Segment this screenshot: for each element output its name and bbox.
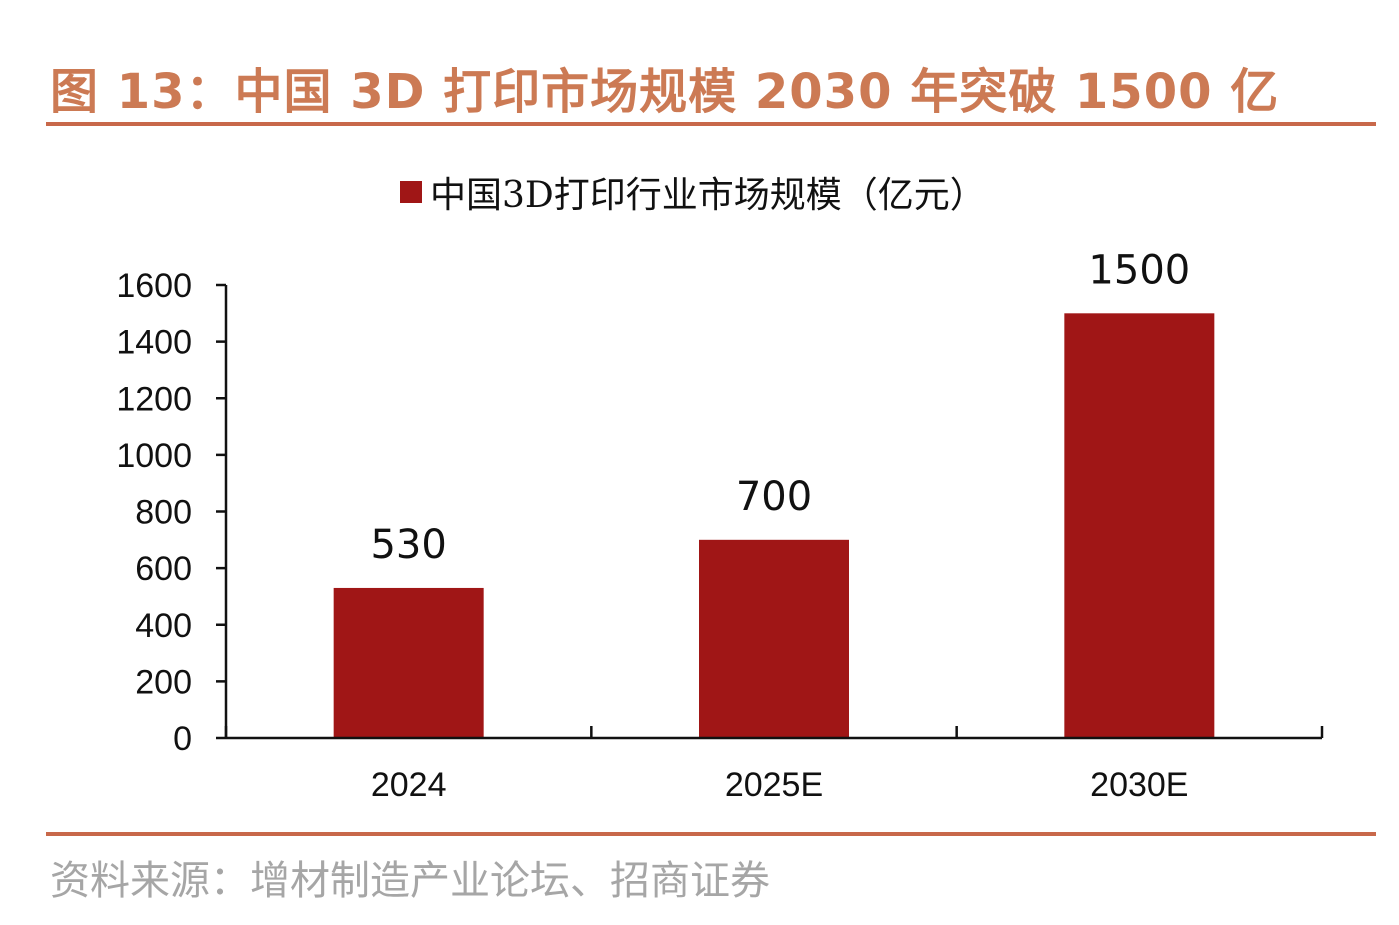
legend: 中国3D打印行业市场规模（亿元） <box>400 170 986 216</box>
bars <box>333 313 1215 738</box>
figure-title: 图 13：中国 3D 打印市场规模 2030 年突破 1500 亿 <box>50 64 1280 120</box>
bar-2025E <box>699 539 849 738</box>
y-tick-label: 1400 <box>116 324 192 362</box>
x-tick-label: 2024 <box>371 766 447 804</box>
y-tick-label: 1600 <box>116 267 192 305</box>
y-tick-label: 1000 <box>116 437 192 475</box>
y-tick-label: 600 <box>135 550 192 588</box>
legend-label: 中国3D打印行业市场规模（亿元） <box>430 175 986 216</box>
y-tick-label: 800 <box>135 494 192 532</box>
y-tick-label: 200 <box>135 663 192 701</box>
bar-2024 <box>333 587 484 738</box>
y-tick-label: 0 <box>173 720 192 758</box>
x-tick-label: 2030E <box>1090 766 1188 804</box>
y-axis-ticks: 0 200 400 600 800 1000 1200 1400 1600 <box>116 267 226 758</box>
title-underline <box>46 122 1376 126</box>
x-axis-ticks: 2024 2025E 2030E <box>224 726 1324 804</box>
y-tick-label: 1200 <box>116 380 192 418</box>
data-label-2024: 530 <box>370 522 446 568</box>
source-note: 资料来源：增材制造产业论坛、招商证券 <box>50 858 770 904</box>
x-tick-label: 2025E <box>725 766 823 804</box>
data-label-2025E: 700 <box>736 474 812 520</box>
data-labels: 530 700 1500 <box>370 247 1190 568</box>
bar-2030E <box>1064 313 1215 738</box>
y-tick-label: 400 <box>135 607 192 645</box>
legend-swatch <box>400 181 422 203</box>
data-label-2030E: 1500 <box>1088 247 1190 293</box>
footer-rule <box>46 832 1376 836</box>
